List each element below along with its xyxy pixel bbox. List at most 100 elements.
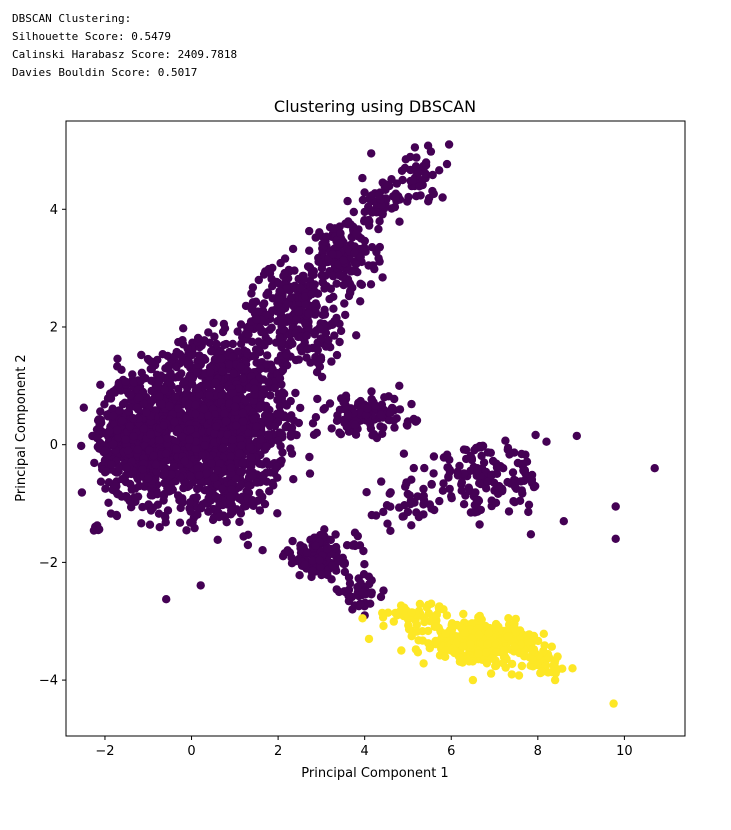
scatter-point xyxy=(113,354,122,363)
scatter-point xyxy=(335,222,344,231)
scatter-point xyxy=(256,401,265,411)
scatter-point xyxy=(196,581,205,590)
scatter-point xyxy=(419,500,428,509)
scatter-point xyxy=(161,449,171,458)
scatter-point xyxy=(96,380,105,389)
scatter-point xyxy=(314,257,323,266)
scatter-point xyxy=(313,394,322,404)
scatter-point xyxy=(235,449,244,458)
scatter-point xyxy=(112,510,121,520)
scatter-point xyxy=(244,330,253,339)
scatter-point xyxy=(397,646,406,655)
y-axis-ticks: −4 −2 0 2 4 xyxy=(39,203,66,689)
scatter-point xyxy=(309,430,319,439)
scatter-point xyxy=(121,435,130,444)
scatter-point xyxy=(375,242,384,252)
scatter-point xyxy=(390,423,399,432)
scatter-point xyxy=(344,291,354,301)
scatter-point xyxy=(192,493,201,502)
scatter-point xyxy=(137,368,146,377)
y-tick-label: −2 xyxy=(39,556,58,571)
scatter-point xyxy=(421,169,430,178)
scatter-point xyxy=(244,481,253,491)
scatter-point xyxy=(206,367,215,377)
scatter-point xyxy=(136,376,146,385)
scatter-point xyxy=(277,306,286,316)
scatter-point xyxy=(236,320,246,329)
scatter-point xyxy=(274,279,283,288)
scatter-point xyxy=(334,555,343,565)
scatter-point xyxy=(404,192,413,202)
scatter-point xyxy=(307,572,316,582)
scatter-point xyxy=(529,482,539,492)
scatter-point xyxy=(191,409,200,419)
scatter-point xyxy=(281,423,290,432)
scatter-point xyxy=(515,496,525,505)
scatter-point xyxy=(484,628,493,638)
scatter-point xyxy=(260,499,270,509)
scatter-point xyxy=(108,387,118,396)
scatter-point xyxy=(409,463,418,473)
scatter-point xyxy=(234,384,243,393)
scatter-point xyxy=(317,264,327,273)
scatter-point xyxy=(477,451,486,461)
scatter-point xyxy=(288,339,297,348)
scatter-point xyxy=(186,507,195,516)
scatter-point xyxy=(362,488,371,497)
scatter-point xyxy=(358,173,367,183)
scatter-point xyxy=(328,271,338,281)
scatter-point xyxy=(524,500,534,509)
scatter-point xyxy=(318,310,327,320)
scatter-point xyxy=(205,391,214,400)
scatter-point xyxy=(160,511,170,521)
scatter-point xyxy=(172,362,181,372)
scatter-point xyxy=(172,347,181,357)
scatter-point xyxy=(435,602,444,611)
scatter-point xyxy=(198,451,207,460)
scatter-point xyxy=(305,246,314,255)
scatter-point xyxy=(252,478,262,487)
scatter-point xyxy=(238,458,247,467)
scatter-point xyxy=(252,315,261,324)
scatter-point xyxy=(115,406,124,415)
scatter-point xyxy=(363,404,372,413)
scatter-point xyxy=(146,430,155,439)
scatter-point xyxy=(340,416,349,426)
scatter-point xyxy=(147,364,156,374)
scatter-point xyxy=(302,548,312,557)
scatter-point xyxy=(142,408,151,417)
scatter-point xyxy=(378,210,387,219)
scatter-point xyxy=(134,393,144,402)
scatter-point xyxy=(180,456,189,466)
scatter-point xyxy=(351,260,360,269)
scatter-point xyxy=(207,459,216,468)
scatter-point xyxy=(444,140,454,149)
scatter-point xyxy=(154,377,164,387)
scatter-point xyxy=(313,345,322,355)
scatter-point xyxy=(247,289,256,298)
scatter-point xyxy=(514,671,524,680)
y-tick-label: 0 xyxy=(50,438,58,453)
scatter-point xyxy=(186,425,195,434)
scatter-point xyxy=(302,331,311,340)
scatter-point xyxy=(273,395,282,405)
scatter-point xyxy=(378,273,387,282)
scatter-point xyxy=(367,191,376,200)
plot-frame xyxy=(65,120,686,737)
scatter-point xyxy=(308,556,317,565)
scatter-point xyxy=(361,410,371,420)
scatter-point xyxy=(282,350,291,359)
scatter-point xyxy=(539,629,548,638)
scatter-point xyxy=(228,352,237,361)
scatter-point xyxy=(516,640,525,649)
scatter-point xyxy=(327,424,336,433)
scatter-point xyxy=(348,541,357,550)
scatter-point xyxy=(275,294,284,304)
scatter-point xyxy=(295,571,304,580)
scatter-point xyxy=(298,271,307,281)
scatter-point xyxy=(243,428,252,437)
scatter-point xyxy=(311,299,320,308)
scatter-point xyxy=(227,485,236,494)
scatter-point xyxy=(101,484,110,493)
